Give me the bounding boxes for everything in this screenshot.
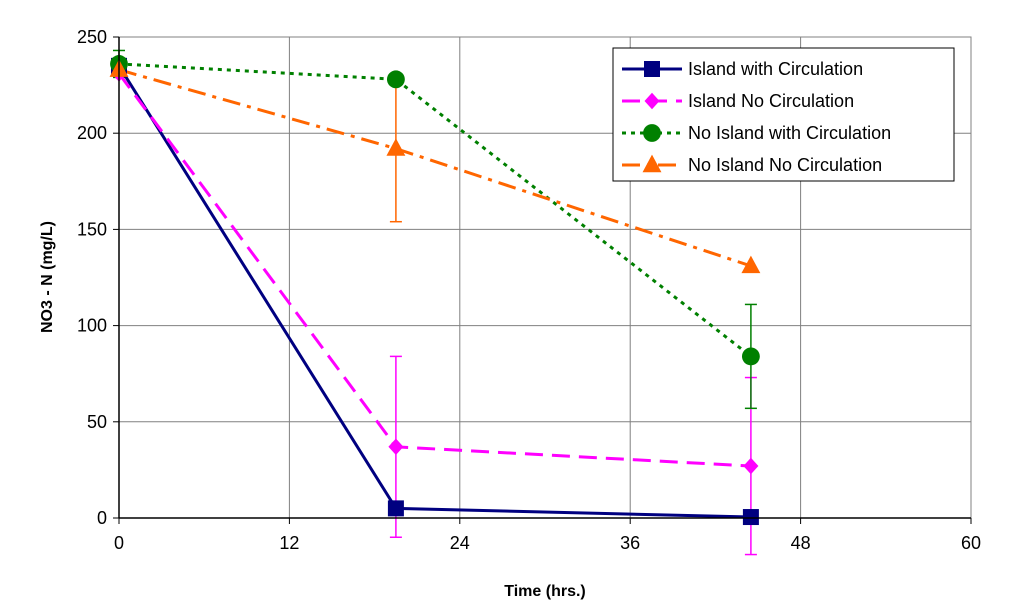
x-axis-title: Time (hrs.)	[504, 583, 586, 600]
legend: Island with Circulation Island No Circula…	[612, 47, 955, 182]
y-tick-label: 150	[77, 219, 107, 239]
x-tick-label: 24	[450, 533, 470, 553]
y-axis-title: NO3 - N (mg/L)	[39, 221, 56, 333]
y-tick-label: 50	[87, 412, 107, 432]
series-markers	[109, 55, 761, 526]
legend-label-no-island-no-circulation: No Island No Circulation	[688, 155, 882, 175]
data-point-island-with-circulation	[742, 509, 759, 526]
x-tick-label: 36	[620, 533, 640, 553]
x-tick-label: 0	[114, 533, 124, 553]
legend-marker-island-with-circulation	[644, 61, 660, 77]
legend-marker-no-island-with-circulation	[643, 124, 661, 142]
legend-marker-no-island-no-circulation	[642, 154, 662, 173]
y-tick-label: 0	[97, 508, 107, 528]
x-tick-label: 12	[279, 533, 299, 553]
legend-label-island-with-circulation: Island with Circulation	[688, 59, 863, 79]
y-tick-label: 200	[77, 123, 107, 143]
data-point-island-no-circulation	[388, 438, 404, 456]
y-tick-label: 250	[77, 27, 107, 47]
data-point-no-island-with-circulation	[741, 347, 760, 366]
data-point-no-island-no-circulation	[741, 255, 761, 274]
y-axis-ticks: 0 50 100 150 200 250	[77, 27, 119, 528]
data-point-no-island-no-circulation	[386, 138, 406, 156]
legend-label-no-island-with-circulation: No Island with Circulation	[688, 123, 891, 143]
series-line-no-island-with-circulation	[118, 62, 752, 358]
legend-marker-island-no-circulation	[644, 92, 660, 110]
data-point-island-no-circulation	[743, 457, 759, 475]
x-axis-ticks: 0 12 24 36 48 60	[114, 518, 981, 553]
x-tick-label: 48	[791, 533, 811, 553]
y-tick-label: 100	[77, 316, 107, 336]
x-tick-label: 60	[961, 533, 981, 553]
data-point-no-island-with-circulation	[386, 70, 405, 89]
legend-label-island-no-circulation: Island No Circulation	[688, 91, 854, 111]
data-point-island-with-circulation	[387, 500, 404, 517]
